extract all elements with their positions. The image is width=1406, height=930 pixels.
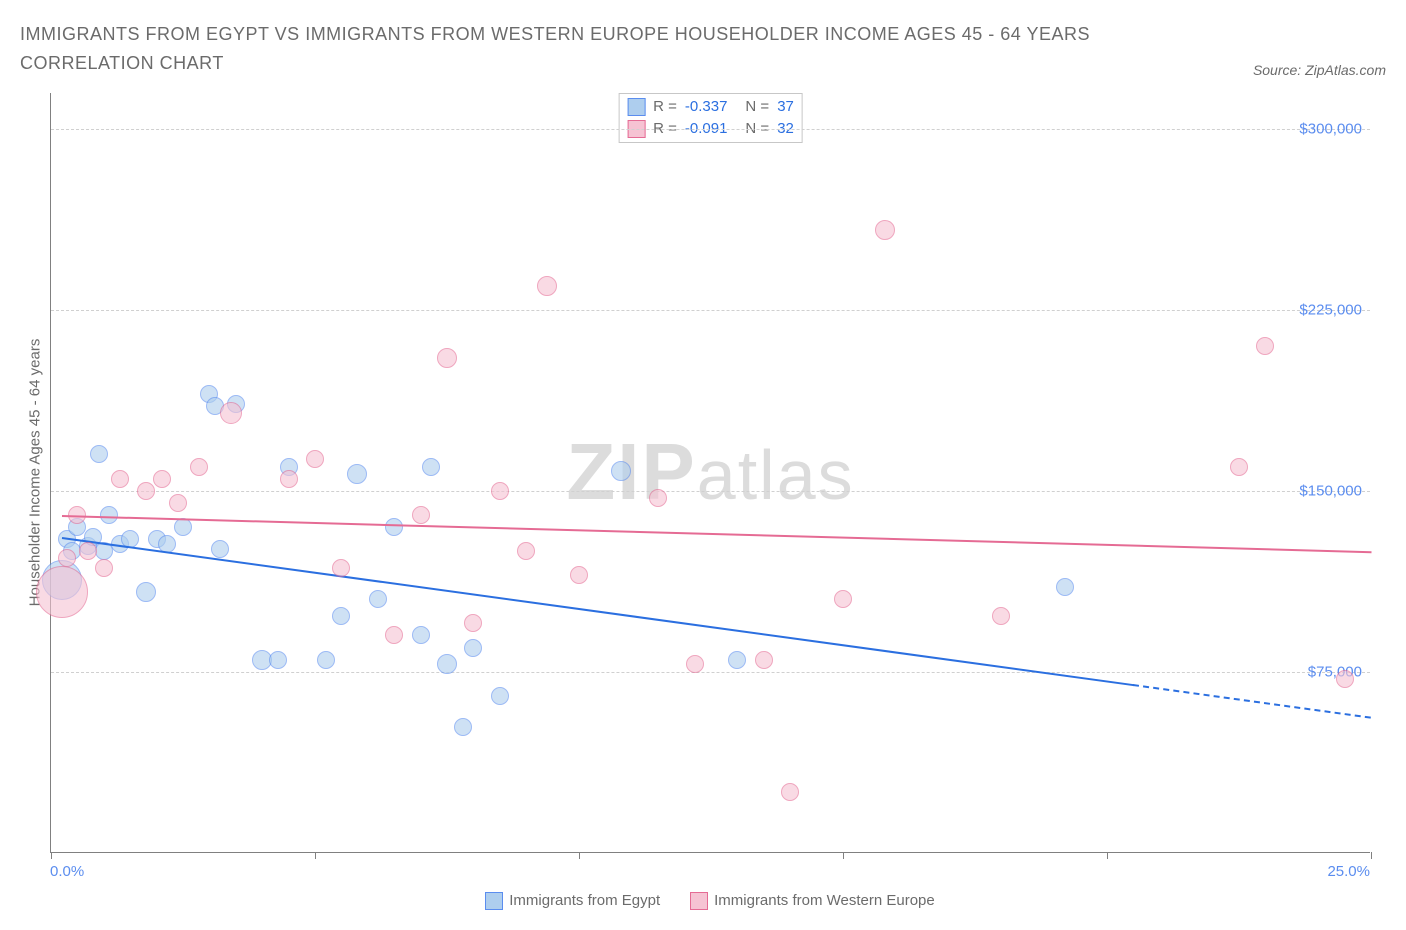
data-point-weurope: [58, 549, 76, 567]
data-point-weurope: [437, 348, 457, 368]
stat-r-value: -0.337: [685, 98, 728, 115]
data-point-egypt: [422, 458, 440, 476]
data-point-weurope: [834, 590, 852, 608]
legend-item-egypt: Immigrants from Egypt: [485, 892, 660, 910]
header-row: IMMIGRANTS FROM EGYPT VS IMMIGRANTS FROM…: [20, 20, 1386, 78]
data-point-weurope: [1256, 337, 1274, 355]
data-point-egypt: [464, 639, 482, 657]
swatch-egypt: [485, 892, 503, 910]
data-point-egypt: [412, 626, 430, 644]
data-point-weurope: [280, 470, 298, 488]
data-point-weurope: [385, 626, 403, 644]
x-tick: [315, 852, 316, 859]
bottom-legend: Immigrants from Egypt Immigrants from Wes…: [50, 892, 1370, 910]
data-point-egypt: [491, 687, 509, 705]
data-point-weurope: [79, 542, 97, 560]
chart-container: IMMIGRANTS FROM EGYPT VS IMMIGRANTS FROM…: [20, 20, 1386, 910]
x-max-label: 25.0%: [1327, 863, 1370, 880]
data-point-egypt: [385, 518, 403, 536]
data-point-weurope: [220, 402, 242, 424]
data-point-weurope: [137, 482, 155, 500]
data-point-weurope: [992, 607, 1010, 625]
gridline: [51, 310, 1370, 311]
legend-item-weurope: Immigrants from Western Europe: [690, 892, 935, 910]
y-tick-label: $150,000: [1299, 482, 1362, 499]
data-point-egypt: [437, 654, 457, 674]
x-tick: [1371, 852, 1372, 859]
x-min-label: 0.0%: [50, 863, 84, 880]
data-point-egypt: [174, 518, 192, 536]
plot-row: Householder Income Ages 45 - 64 years ZI…: [20, 93, 1386, 853]
data-point-weurope: [306, 450, 324, 468]
gridline: [51, 129, 1370, 130]
y-tick-label: $300,000: [1299, 120, 1362, 137]
trend-line-egypt: [61, 537, 1133, 686]
data-point-weurope: [875, 220, 895, 240]
data-point-weurope: [111, 470, 129, 488]
data-point-weurope: [153, 470, 171, 488]
data-point-weurope: [755, 651, 773, 669]
watermark-light: atlas: [697, 436, 855, 514]
data-point-egypt: [369, 590, 387, 608]
data-point-weurope: [686, 655, 704, 673]
data-point-weurope: [537, 276, 557, 296]
source-label: Source: ZipAtlas.com: [1253, 62, 1386, 78]
data-point-weurope: [1230, 458, 1248, 476]
data-point-egypt: [1056, 578, 1074, 596]
x-tick: [51, 852, 52, 859]
data-point-weurope: [464, 614, 482, 632]
watermark-bold: ZIP: [566, 427, 696, 516]
data-point-egypt: [454, 718, 472, 736]
swatch-egypt: [627, 98, 645, 116]
gridline: [51, 491, 1370, 492]
data-point-egypt: [100, 506, 118, 524]
legend-label: Immigrants from Western Europe: [714, 892, 935, 909]
stat-r-label: R =: [653, 98, 677, 115]
data-point-weurope: [412, 506, 430, 524]
data-point-egypt: [136, 582, 156, 602]
data-point-egypt: [317, 651, 335, 669]
data-point-egypt: [90, 445, 108, 463]
data-point-weurope: [781, 783, 799, 801]
data-point-weurope: [517, 542, 535, 560]
data-point-weurope: [169, 494, 187, 512]
data-point-egypt: [269, 651, 287, 669]
chart-title: IMMIGRANTS FROM EGYPT VS IMMIGRANTS FROM…: [20, 20, 1120, 78]
x-axis-labels: 0.0% 25.0%: [50, 863, 1370, 880]
stats-legend-box: R =-0.337N =37R =-0.091N =32: [618, 93, 803, 143]
data-point-egypt: [347, 464, 367, 484]
trend-line-weurope: [62, 515, 1371, 553]
gridline: [51, 672, 1370, 673]
data-point-weurope: [491, 482, 509, 500]
trend-line-egypt-dashed: [1133, 684, 1371, 719]
data-point-weurope: [332, 559, 350, 577]
stat-n-label: N =: [745, 98, 769, 115]
legend-label: Immigrants from Egypt: [509, 892, 660, 909]
data-point-egypt: [211, 540, 229, 558]
y-tick-label: $225,000: [1299, 301, 1362, 318]
data-point-weurope: [570, 566, 588, 584]
stat-n-value: 37: [777, 98, 794, 115]
swatch-weurope: [690, 892, 708, 910]
data-point-weurope: [190, 458, 208, 476]
data-point-egypt: [611, 461, 631, 481]
data-point-weurope: [36, 566, 88, 618]
data-point-weurope: [649, 489, 667, 507]
data-point-egypt: [728, 651, 746, 669]
data-point-egypt: [332, 607, 350, 625]
y-axis-label-column: Householder Income Ages 45 - 64 years: [20, 93, 50, 853]
x-tick: [843, 852, 844, 859]
x-tick: [1107, 852, 1108, 859]
plot-area: ZIPatlas R =-0.337N =37R =-0.091N =32 $7…: [50, 93, 1370, 853]
x-tick: [579, 852, 580, 859]
stats-row-egypt: R = -0.337 N = 37: [627, 96, 794, 118]
data-point-weurope: [95, 559, 113, 577]
watermark: ZIPatlas: [566, 426, 854, 518]
data-point-weurope: [1336, 670, 1354, 688]
y-axis-label: Householder Income Ages 45 - 64 years: [27, 339, 44, 607]
